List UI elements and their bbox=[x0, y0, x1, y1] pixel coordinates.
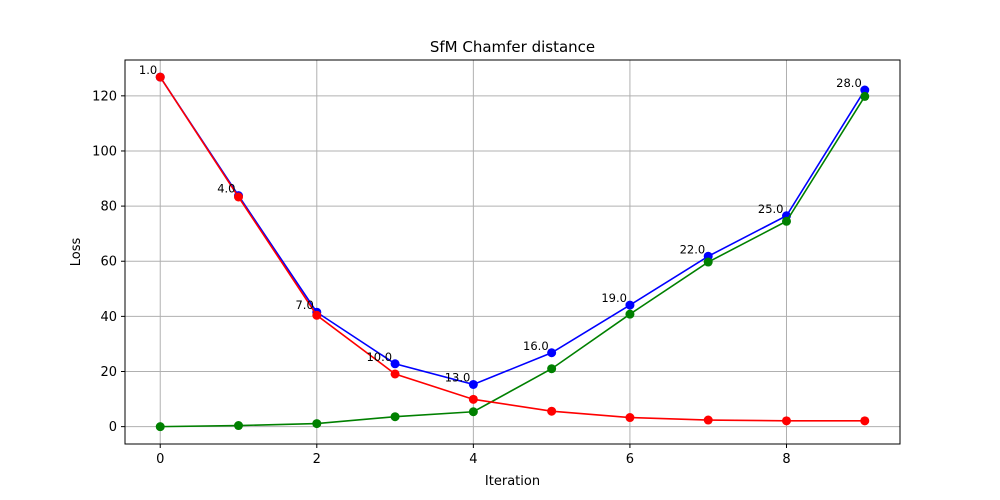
data-point bbox=[703, 257, 713, 267]
data-point bbox=[155, 422, 165, 432]
x-tick-label: 4 bbox=[469, 452, 477, 467]
series-layer bbox=[155, 72, 870, 432]
y-tick-label: 60 bbox=[100, 255, 117, 270]
point-annotation: 28.0 bbox=[836, 76, 862, 90]
point-annotation: 19.0 bbox=[601, 291, 627, 305]
data-point bbox=[547, 364, 557, 374]
x-tick-label: 8 bbox=[782, 452, 790, 467]
y-tick-label: 20 bbox=[100, 365, 117, 380]
data-point bbox=[390, 369, 400, 379]
x-tick-label: 2 bbox=[313, 452, 321, 467]
chart-title: SfM Chamfer distance bbox=[430, 38, 595, 56]
point-annotation: 25.0 bbox=[758, 202, 784, 216]
data-point bbox=[234, 421, 244, 431]
data-point bbox=[468, 407, 478, 417]
data-point bbox=[468, 379, 478, 389]
data-point bbox=[860, 85, 870, 95]
x-axis-title: Iteration bbox=[485, 474, 540, 489]
data-point bbox=[860, 416, 870, 426]
data-point bbox=[781, 416, 791, 426]
series-line bbox=[159, 76, 865, 422]
point-annotation: 4.0 bbox=[217, 182, 235, 196]
grid bbox=[125, 60, 900, 444]
data-point bbox=[390, 412, 400, 422]
data-point bbox=[390, 359, 400, 369]
point-annotation: 1.0 bbox=[139, 63, 157, 77]
x-tick-label: 0 bbox=[156, 452, 164, 467]
y-axis-title: Loss bbox=[69, 238, 84, 267]
data-point bbox=[155, 72, 165, 82]
point-annotation: 7.0 bbox=[295, 298, 313, 312]
x-axis-ticks: 0 2 4 6 8 bbox=[156, 444, 791, 467]
y-axis-ticks: 0 20 40 60 80 100 120 bbox=[92, 89, 125, 435]
data-point bbox=[625, 413, 635, 423]
y-tick-label: 120 bbox=[92, 89, 117, 104]
y-tick-label: 100 bbox=[92, 144, 117, 159]
point-annotation: 22.0 bbox=[680, 242, 706, 256]
series-line bbox=[160, 95, 866, 428]
y-tick-label: 80 bbox=[100, 200, 117, 215]
y-tick-label: 0 bbox=[109, 420, 117, 435]
data-point bbox=[312, 310, 322, 320]
point-annotation: 13.0 bbox=[445, 370, 471, 384]
series-line bbox=[159, 76, 866, 386]
point-annotation: 10.0 bbox=[366, 350, 392, 364]
data-point bbox=[468, 394, 478, 404]
data-point bbox=[547, 406, 557, 416]
point-annotation: 16.0 bbox=[523, 339, 549, 353]
plot-frame bbox=[124, 59, 901, 445]
series-2 bbox=[155, 91, 870, 432]
data-point bbox=[781, 216, 791, 226]
data-point bbox=[625, 300, 635, 310]
data-point bbox=[547, 348, 557, 358]
y-tick-label: 40 bbox=[100, 310, 117, 325]
series-3 bbox=[155, 72, 870, 426]
data-point bbox=[860, 91, 870, 101]
data-point bbox=[703, 415, 713, 425]
annotations: 1.0 4.0 7.0 10.0 13.0 16.0 19.0 22.0 25.0 28.0 bbox=[139, 63, 862, 384]
data-point bbox=[625, 309, 635, 319]
data-point bbox=[234, 192, 244, 202]
series-1 bbox=[155, 72, 870, 389]
data-point bbox=[312, 419, 322, 429]
x-tick-label: 6 bbox=[626, 452, 634, 467]
